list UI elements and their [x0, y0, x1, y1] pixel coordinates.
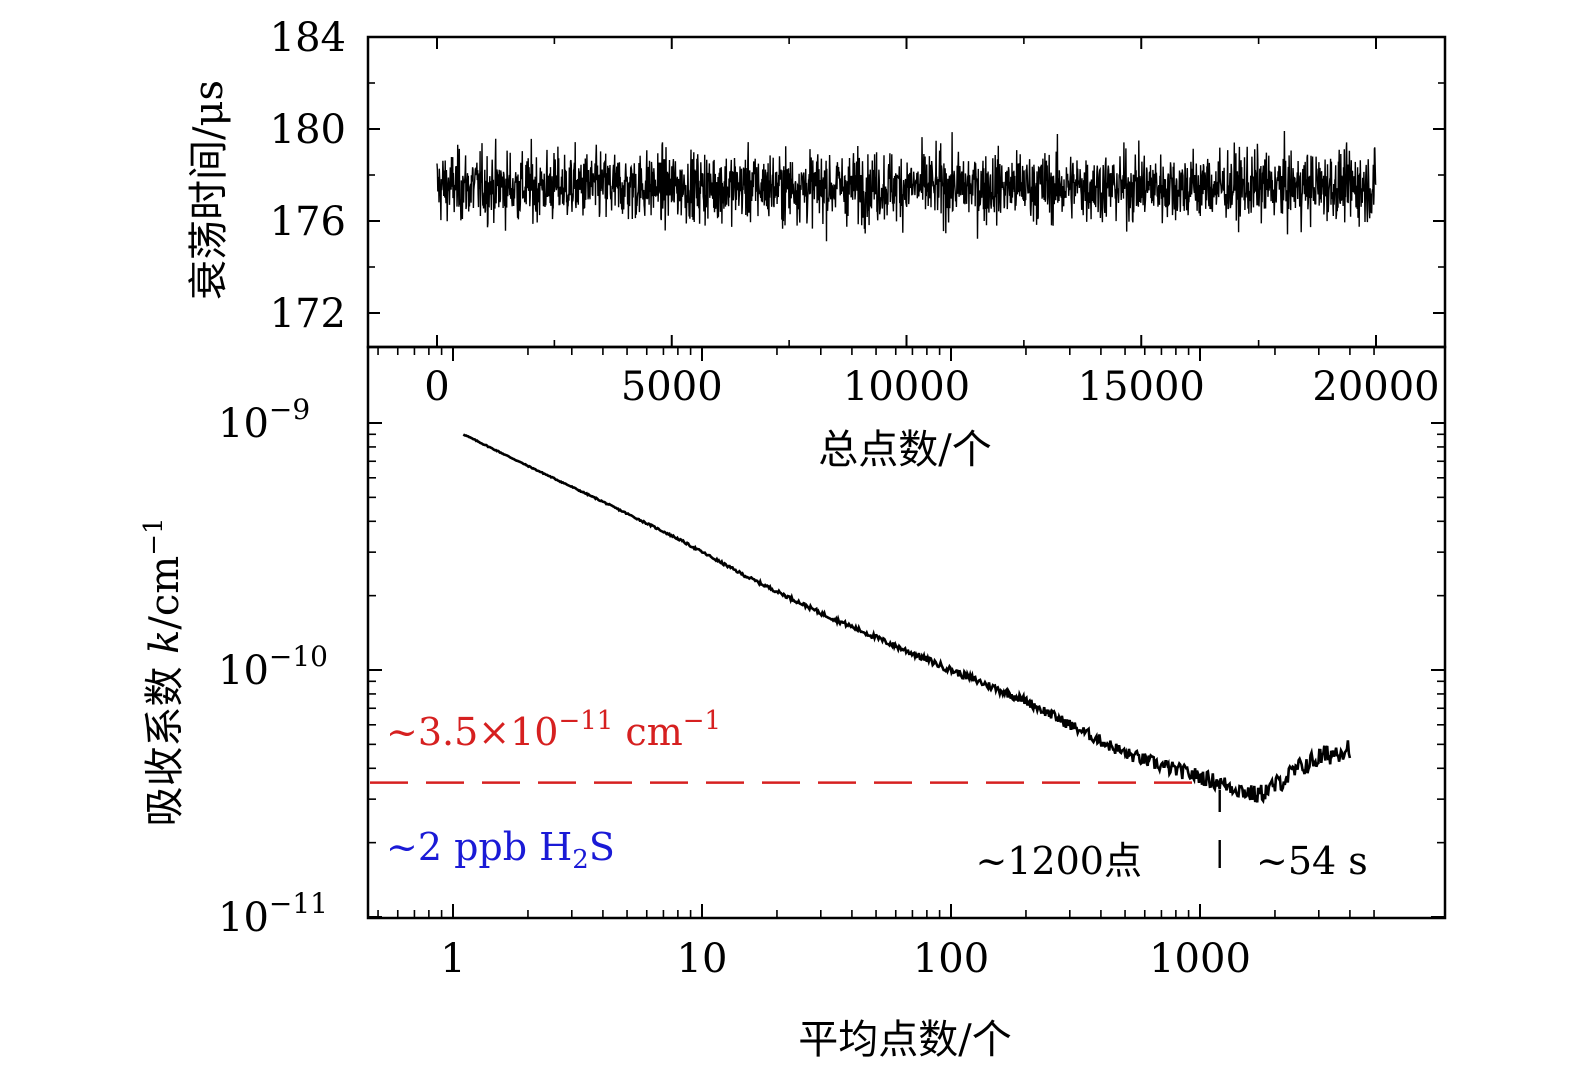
top-x-tick-label: 20000: [1312, 364, 1439, 410]
bottom-x-tick-label: 1: [440, 936, 465, 982]
bottom-y-axis-title: 吸收系数 k/cm−1: [139, 517, 188, 826]
bottom-y-tick-base: 10: [218, 401, 269, 447]
top-y-tick-label: 172: [270, 291, 346, 337]
bottom-x-tick-label: 1000: [1149, 936, 1251, 982]
bottom-y-tick-exponent: −9: [269, 393, 310, 426]
ppb-label: ~2 ppb H2S: [386, 825, 615, 875]
bottom-y-tick-base: 10: [218, 895, 269, 941]
bottom-series-line: [462, 433, 1352, 805]
points-label: ~1200点: [975, 839, 1142, 883]
top-series-line: [436, 130, 1377, 242]
bottom-y-tick-label: 10−9: [218, 393, 310, 447]
bottom-y-tick-label: 10−11: [218, 887, 328, 941]
top-y-tick-label: 180: [270, 107, 346, 153]
bottom-x-tick-label: 100: [913, 936, 989, 982]
top-y-tick-label: 176: [270, 199, 346, 245]
top-x-axis-title: 总点数/个: [818, 427, 991, 473]
bottom-x-tick-label: 10: [677, 936, 728, 982]
bottom-y-tick-exponent: −11: [269, 887, 328, 920]
bottom-y-tick-exponent: −10: [269, 640, 328, 673]
top-x-tick-label: 5000: [621, 364, 723, 410]
bottom-y-tick-label: 10−10: [218, 640, 328, 694]
top-x-tick-label: 10000: [843, 364, 970, 410]
bottom-x-axis-title: 平均点数/个: [798, 1017, 1011, 1063]
time-label: ~54 s: [1256, 839, 1368, 883]
detection-limit-label: ~3.5×10−11 cm−1: [386, 706, 721, 754]
top-y-tick-label: 184: [270, 15, 346, 61]
bottom-y-tick-base: 10: [218, 648, 269, 694]
top-x-tick-label: 0: [424, 364, 449, 410]
top-x-tick-label: 15000: [1078, 364, 1205, 410]
top-y-axis-title: 衰荡时间/μs: [186, 80, 232, 300]
